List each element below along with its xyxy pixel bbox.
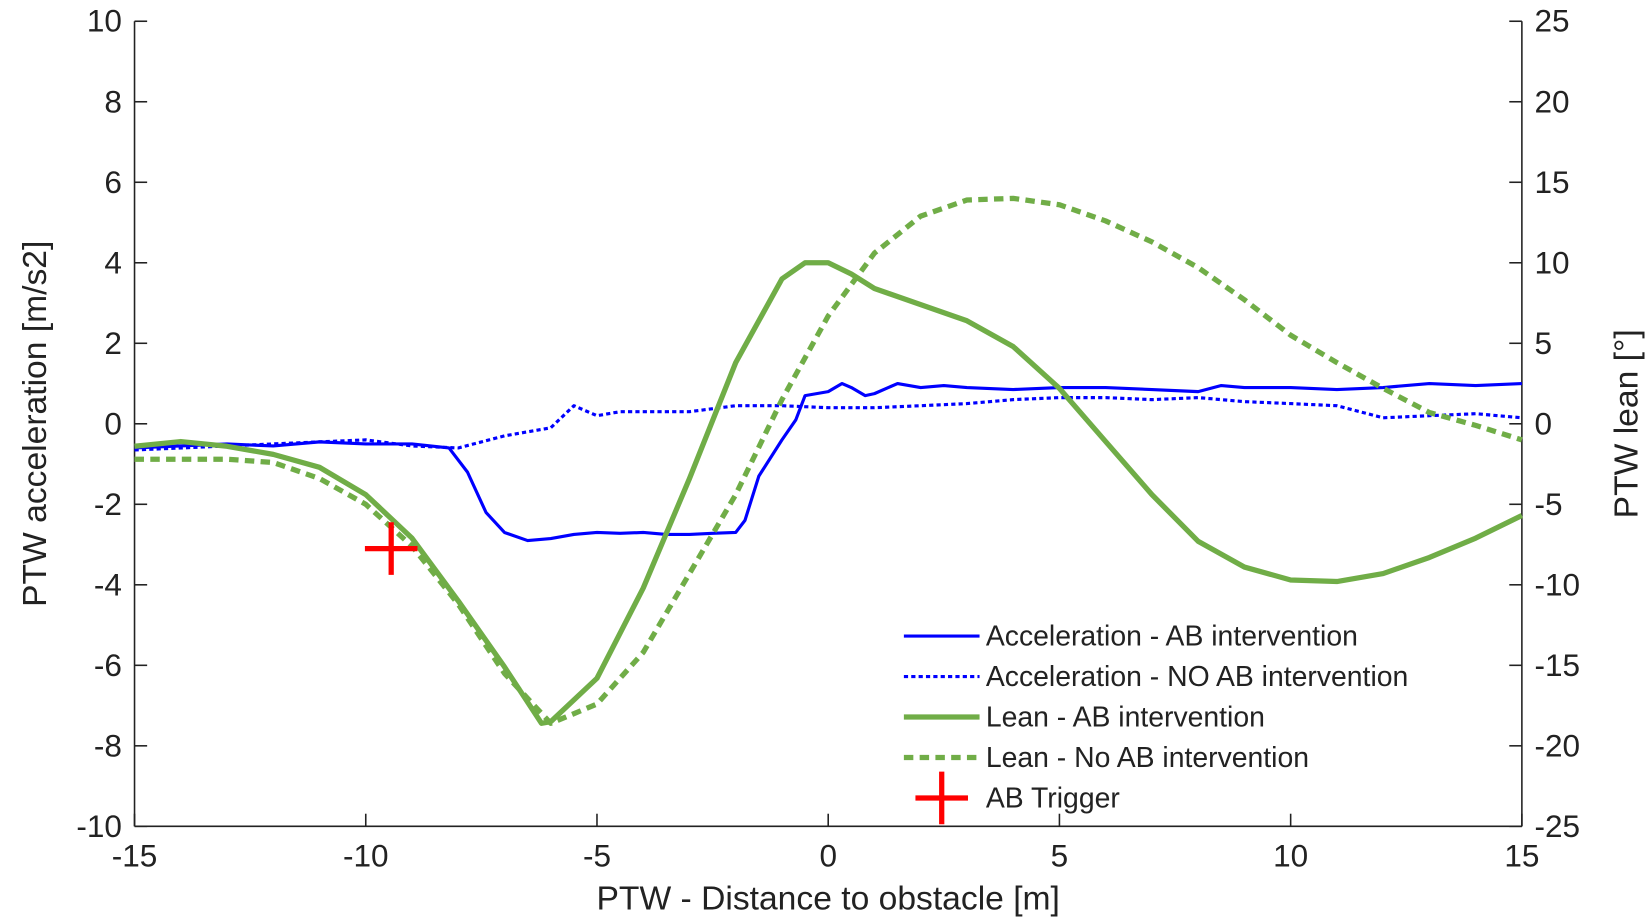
- y2-tick-label: -15: [1534, 647, 1580, 683]
- y-tick-label: 2: [104, 325, 122, 361]
- y2-tick-label: -25: [1534, 808, 1580, 844]
- y-tick-label: -2: [94, 486, 122, 522]
- legend-label: Acceleration - NO AB intervention: [986, 661, 1408, 693]
- y2-tick-label: 10: [1534, 244, 1569, 280]
- y2-tick-label: 20: [1534, 83, 1569, 119]
- legend-label: Acceleration - AB intervention: [986, 621, 1358, 653]
- series-line: [134, 396, 1523, 452]
- y-tick-label: -8: [94, 727, 122, 763]
- y2-tick-label: 25: [1534, 3, 1569, 39]
- y-tick-label: 6: [104, 164, 122, 200]
- y-tick-label: -4: [94, 566, 122, 602]
- series-line: [134, 381, 1522, 543]
- y-tick-label: -10: [76, 808, 122, 844]
- y-tick-label: 0: [104, 405, 122, 441]
- y-tick-label: 4: [104, 244, 122, 280]
- x-tick-label: -10: [343, 837, 389, 873]
- x-tick-label: 10: [1273, 837, 1308, 873]
- y2-tick-label: 0: [1534, 405, 1552, 441]
- series-line: [134, 260, 1524, 726]
- x-tick-label: -5: [583, 837, 611, 873]
- y-axis-label: PTW acceleration [m/s2]: [17, 241, 54, 607]
- marker: [364, 522, 418, 575]
- x-tick-label: 5: [1051, 837, 1069, 873]
- legend-marker: [915, 771, 968, 825]
- y2-tick-label: 15: [1534, 164, 1569, 200]
- y-tick-label: 8: [104, 83, 122, 119]
- x-axis-label: PTW - Distance to obstacle [m]: [596, 880, 1059, 917]
- legend-label: AB Trigger: [986, 782, 1120, 814]
- y-tick-label: 10: [87, 3, 122, 39]
- x-tick-label: 15: [1504, 837, 1539, 873]
- y2-tick-label: 5: [1534, 325, 1552, 361]
- series-line: [134, 195, 1523, 726]
- legend-label: Lean - AB intervention: [986, 701, 1265, 733]
- x-tick-label: 0: [819, 837, 837, 873]
- y-tick-label: -6: [94, 647, 122, 683]
- x-tick-label: -15: [112, 837, 158, 873]
- y2-axis-label: PTW lean [°]: [1608, 329, 1645, 518]
- legend-label: Lean - No AB intervention: [986, 742, 1309, 774]
- y2-tick-label: -20: [1534, 727, 1580, 763]
- y2-tick-label: -10: [1534, 566, 1580, 602]
- y2-tick-label: -5: [1534, 486, 1562, 522]
